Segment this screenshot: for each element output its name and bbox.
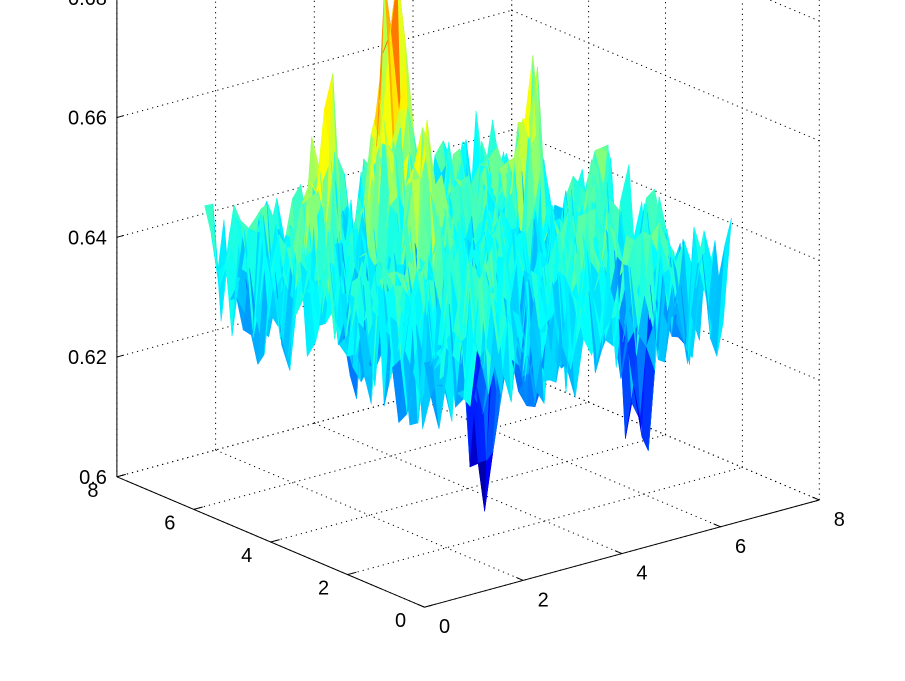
x-tick-mark — [516, 577, 524, 581]
side-wall-grid-z — [511, 369, 820, 501]
x-tick-mark — [812, 496, 820, 501]
y-tick-label: 8 — [87, 480, 98, 502]
y-tick-label: 4 — [241, 545, 252, 567]
y-tick-mark — [424, 604, 434, 608]
y-tick-label: 6 — [164, 512, 175, 534]
x-tick-label: 8 — [834, 509, 845, 531]
surface-mesh — [204, 0, 732, 512]
x-tick-label: 0 — [439, 616, 450, 638]
z-tick-label: 0.64 — [68, 227, 107, 249]
x-tick-mark — [614, 550, 623, 555]
back-wall-grid-z — [116, 249, 512, 358]
back-wall-grid-z — [116, 129, 512, 238]
z-tick-label: 0.62 — [68, 347, 107, 369]
y-tick-mark — [270, 539, 280, 543]
floor-grid-y — [347, 466, 743, 576]
z-tick-mark — [116, 474, 125, 478]
back-wall-grid-z — [116, 369, 512, 478]
side-wall-grid-z — [511, 9, 820, 142]
x-tick-mark — [417, 603, 425, 608]
y-tick-mark — [347, 571, 357, 576]
axes — [116, 0, 820, 608]
floor-grid-x — [314, 422, 623, 555]
floor-grid-y — [193, 401, 589, 510]
z-tick-mark — [116, 115, 125, 119]
z-tick-mark — [116, 234, 125, 238]
x-tick-label: 2 — [538, 589, 549, 611]
y-tick-label: 0 — [395, 610, 406, 632]
z-tick-label: 0.66 — [68, 108, 107, 130]
x-tick-label: 6 — [735, 536, 746, 558]
back-wall-grid-z — [116, 9, 512, 119]
z-tick-mark — [116, 354, 125, 358]
z-tick-label: 0.68 — [68, 0, 107, 10]
surface-patch — [716, 217, 732, 357]
x-tick-label: 4 — [636, 563, 647, 585]
x-tick-mark — [713, 523, 721, 528]
y-tick-label: 2 — [318, 578, 329, 600]
floor-grid-y — [270, 434, 666, 543]
floor-grid-x — [215, 449, 524, 581]
z-tick-label: 0.6 — [79, 467, 107, 489]
side-wall-grid-z — [511, 129, 820, 261]
y-tick-mark — [193, 506, 203, 510]
